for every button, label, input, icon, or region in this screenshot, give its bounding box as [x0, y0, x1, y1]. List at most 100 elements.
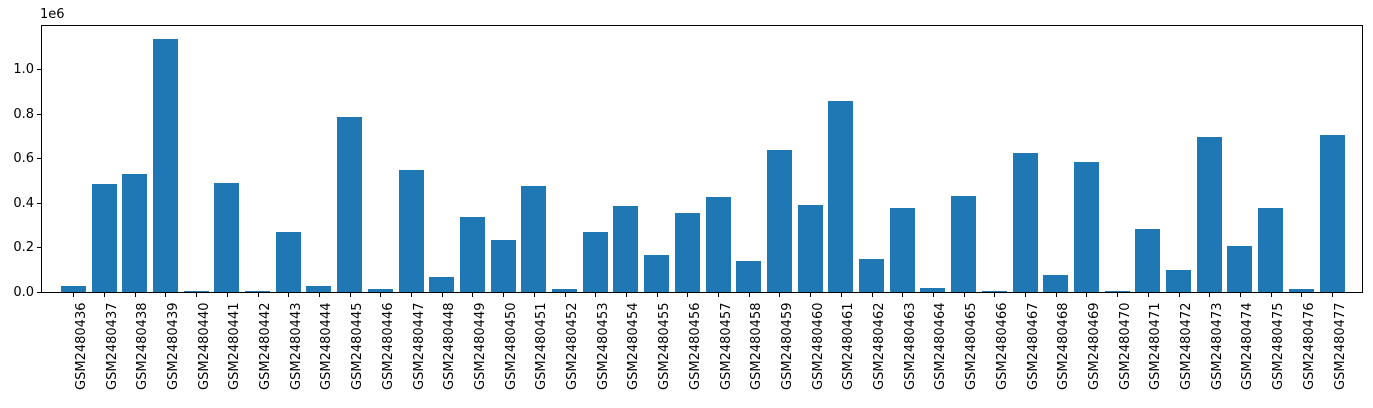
x-tick-mark: [1301, 293, 1303, 297]
x-tick-mark: [288, 293, 290, 297]
x-tick-label: GSM2480443: [288, 302, 304, 390]
x-tick-label: GSM2480450: [503, 302, 519, 390]
x-tick-label: GSM2480454: [626, 302, 642, 390]
x-tick-label: GSM2480446: [380, 302, 396, 390]
bar-GSM2480473: [1196, 137, 1222, 292]
y-tick-label: 0.2: [13, 240, 34, 256]
bar-GSM2480437: [91, 184, 117, 292]
y-tick-mark: [37, 158, 41, 160]
bar-GSM2480454: [613, 206, 639, 292]
x-tick-mark: [1178, 293, 1180, 297]
x-tick-label: GSM2480466: [994, 302, 1010, 390]
x-tick-label: GSM2480436: [73, 302, 89, 390]
x-tick-mark: [748, 293, 750, 297]
x-tick-label: GSM2480463: [902, 302, 918, 390]
x-tick-label: GSM2480444: [319, 302, 335, 390]
bar-GSM2480459: [766, 150, 792, 292]
y-axis-offset-label: 1e6: [40, 7, 65, 22]
bar-GSM2480468: [1043, 275, 1069, 292]
x-tick-label: GSM2480465: [964, 302, 980, 390]
x-tick-mark: [441, 293, 443, 297]
y-tick-mark: [37, 113, 41, 115]
x-tick-mark: [257, 293, 259, 297]
bar-GSM2480446: [367, 289, 393, 292]
x-tick-mark: [1086, 293, 1088, 297]
x-tick-mark: [226, 293, 228, 297]
bar-GSM2480456: [674, 213, 700, 292]
bar-GSM2480455: [644, 255, 670, 292]
x-tick-mark: [1239, 293, 1241, 297]
x-tick-label: GSM2480474: [1240, 302, 1256, 390]
bar-GSM2480450: [490, 240, 516, 292]
x-tick-label: GSM2480453: [595, 302, 611, 390]
x-tick-label: GSM2480464: [933, 302, 949, 390]
bar-GSM2480458: [736, 261, 762, 292]
x-tick-mark: [533, 293, 535, 297]
x-tick-mark: [779, 293, 781, 297]
bar-GSM2480453: [582, 232, 608, 292]
y-tick-label: 0.8: [13, 106, 34, 122]
x-tick-mark: [595, 293, 597, 297]
bar-GSM2480477: [1319, 135, 1345, 292]
x-tick-mark: [1332, 293, 1333, 297]
x-tick-mark: [963, 293, 965, 297]
x-tick-label: GSM2480477: [1332, 302, 1348, 390]
x-tick-mark: [1147, 293, 1149, 297]
x-tick-mark: [104, 293, 105, 297]
x-tick-label: GSM2480451: [534, 302, 550, 390]
bar-GSM2480461: [828, 101, 854, 292]
bar-GSM2480471: [1135, 229, 1161, 292]
plot-area: [41, 25, 1363, 293]
x-tick-label: GSM2480460: [810, 302, 826, 390]
x-tick-label: GSM2480440: [196, 302, 212, 390]
x-tick-mark: [1025, 293, 1026, 297]
x-tick-label: GSM2480437: [104, 302, 120, 390]
x-tick-mark: [994, 293, 996, 297]
x-tick-label: GSM2480467: [1025, 302, 1041, 390]
x-tick-mark: [871, 293, 873, 297]
bar-GSM2480452: [552, 289, 577, 292]
x-tick-mark: [73, 293, 75, 297]
x-tick-label: GSM2480447: [411, 302, 427, 390]
bar-GSM2480462: [859, 259, 884, 292]
x-tick-label: GSM2480457: [718, 302, 734, 390]
x-tick-label: GSM2480455: [657, 302, 673, 390]
x-tick-label: GSM2480468: [1056, 302, 1072, 390]
x-tick-label: GSM2480476: [1301, 302, 1317, 390]
x-tick-mark: [810, 293, 812, 297]
x-tick-label: GSM2480449: [472, 302, 488, 390]
bar-GSM2480460: [797, 205, 823, 292]
x-tick-label: GSM2480475: [1271, 302, 1287, 390]
x-tick-mark: [902, 293, 904, 297]
x-tick-mark: [196, 293, 198, 297]
y-tick-mark: [37, 247, 41, 249]
x-tick-label: GSM2480459: [779, 302, 795, 390]
bar-GSM2480470: [1104, 291, 1130, 292]
bar-GSM2480445: [337, 117, 363, 292]
x-tick-mark: [1055, 293, 1057, 297]
x-tick-label: GSM2480442: [258, 302, 273, 390]
x-tick-mark: [411, 293, 412, 297]
bar-GSM2480448: [429, 277, 455, 292]
bar-GSM2480447: [398, 170, 424, 292]
bar-GSM2480466: [981, 291, 1007, 292]
bar-GSM2480474: [1227, 246, 1253, 292]
x-tick-label: GSM2480461: [841, 302, 857, 390]
x-tick-label: GSM2480441: [227, 302, 243, 390]
x-tick-label: GSM2480452: [565, 302, 580, 390]
bar-GSM2480469: [1073, 162, 1099, 292]
bar-GSM2480451: [521, 186, 547, 292]
y-tick-label: 0.6: [13, 151, 34, 167]
x-tick-mark: [656, 293, 658, 297]
x-tick-mark: [625, 293, 627, 297]
y-tick-label: 0.0: [13, 285, 34, 300]
bar-GSM2480440: [183, 291, 209, 292]
x-tick-label: GSM2480458: [749, 302, 765, 390]
x-tick-label: GSM2480473: [1209, 302, 1225, 390]
x-tick-label: GSM2480456: [687, 302, 703, 390]
bar-GSM2480463: [889, 208, 915, 292]
x-tick-mark: [932, 293, 934, 297]
bar-GSM2480444: [306, 286, 332, 292]
bar-GSM2480457: [705, 197, 731, 292]
bar-GSM2480436: [60, 286, 86, 292]
